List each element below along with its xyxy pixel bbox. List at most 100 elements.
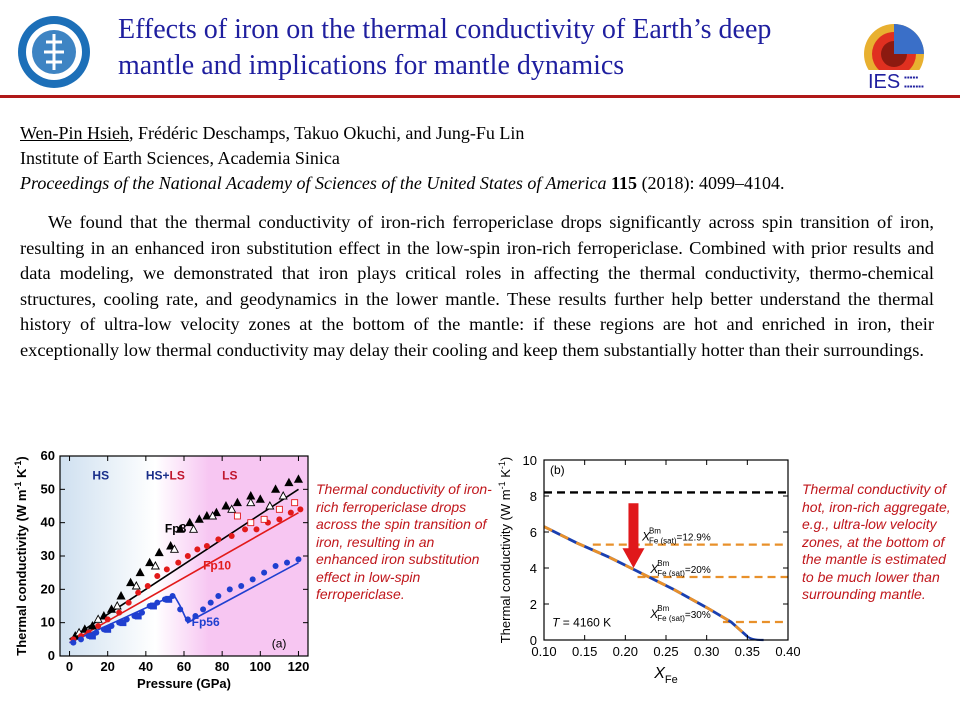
data-point bbox=[188, 524, 199, 533]
data-point bbox=[226, 586, 233, 593]
level-label-x: X bbox=[649, 562, 659, 576]
y-axis-label-mid: K bbox=[498, 469, 513, 482]
x-tick-label: 100 bbox=[249, 659, 271, 674]
data-point bbox=[192, 613, 199, 619]
data-point bbox=[126, 577, 136, 587]
data-point bbox=[104, 616, 111, 623]
svg-text:▪▪▪▪▪▪▪: ▪▪▪▪▪▪▪ bbox=[904, 82, 924, 91]
data-point bbox=[249, 576, 256, 583]
level-label-sup: Bm bbox=[649, 527, 661, 536]
y-axis-label-end: ) bbox=[498, 457, 513, 461]
ls-region bbox=[155, 456, 308, 656]
data-point bbox=[207, 599, 214, 606]
first-author[interactable]: Wen-Pin Hsieh bbox=[20, 123, 130, 143]
academia-sinica-logo bbox=[16, 14, 92, 90]
y-tick-label: 20 bbox=[41, 581, 55, 596]
x-tick-label: 80 bbox=[215, 659, 229, 674]
x-tick-label: 120 bbox=[288, 659, 310, 674]
journal-name: Proceedings of the National Academy of S… bbox=[20, 173, 607, 193]
data-point bbox=[150, 561, 160, 570]
data-point bbox=[215, 536, 222, 543]
level-label-sup: Bm bbox=[657, 604, 669, 613]
saturation-level-label: XBm Fe (sat)=20% bbox=[649, 559, 711, 578]
data-point bbox=[202, 511, 212, 520]
y-axis-label-base: Thermal conductivity (W m bbox=[14, 490, 29, 656]
data-point bbox=[227, 504, 237, 513]
y-axis-label: Thermal conductivity (W m-1 K-1) bbox=[497, 457, 513, 644]
data-point bbox=[203, 543, 210, 549]
data-point bbox=[246, 497, 256, 507]
institute: Institute of Earth Sciences, Academia Si… bbox=[20, 148, 340, 168]
figure-b-caption: Thermal conductivity of hot, iron-rich a… bbox=[802, 481, 951, 602]
title-divider bbox=[0, 95, 960, 98]
x-axis-label-x: X bbox=[653, 665, 666, 682]
level-label-value: =30% bbox=[685, 610, 711, 621]
data-point bbox=[70, 639, 77, 646]
plot-frame bbox=[543, 459, 789, 641]
data-point bbox=[112, 601, 122, 610]
y-tick-label: 10 bbox=[41, 615, 55, 630]
data-point bbox=[221, 501, 231, 510]
data-point bbox=[297, 506, 304, 513]
level-label-x: X bbox=[641, 530, 651, 544]
data-point bbox=[295, 556, 302, 563]
x-tick-label: 0.30 bbox=[694, 644, 719, 659]
temperature-value: = 4160 K bbox=[559, 616, 611, 630]
y-tick-label: 2 bbox=[530, 597, 537, 612]
hs-region bbox=[60, 456, 156, 656]
level-label-sub: Fe (sat) bbox=[657, 569, 685, 578]
x-axis-label: XFe bbox=[653, 665, 678, 686]
x-tick-label: 60 bbox=[177, 659, 191, 674]
data-point bbox=[88, 632, 96, 640]
data-point bbox=[194, 546, 201, 553]
level-label-value: =12.9% bbox=[677, 533, 711, 544]
citation-pages: (2018): 4099–4104. bbox=[637, 173, 785, 193]
data-point bbox=[116, 609, 123, 616]
x-tick-label: 0 bbox=[66, 659, 73, 674]
data-point bbox=[165, 595, 173, 603]
x-tick-label: 40 bbox=[139, 659, 153, 674]
level-label-sub: Fe (sat) bbox=[649, 537, 677, 546]
data-point bbox=[104, 625, 112, 633]
figure-a-caption: Thermal conductivity of iron-rich ferrop… bbox=[316, 481, 492, 602]
x-tick-label: 0.10 bbox=[531, 644, 556, 659]
ies-logo-text: IES bbox=[868, 71, 900, 92]
spin-transition-arrow bbox=[622, 503, 645, 568]
data-point bbox=[287, 509, 294, 516]
data-point bbox=[119, 619, 127, 627]
level-label-value: =20% bbox=[685, 565, 711, 576]
co-authors: , Frédéric Deschamps, Takuo Okuchi, and … bbox=[129, 123, 525, 143]
data-point bbox=[208, 511, 218, 520]
data-point bbox=[185, 517, 195, 527]
page-title: Effects of iron on the thermal conductiv… bbox=[118, 14, 772, 81]
series-label-fp10: Fp10 bbox=[203, 558, 231, 572]
y-tick-label: 60 bbox=[41, 448, 55, 463]
data-point bbox=[284, 477, 294, 487]
data-point bbox=[261, 569, 268, 576]
level-label-x: X bbox=[649, 607, 659, 621]
series-label-fp56: Fp56 bbox=[192, 615, 220, 629]
data-point bbox=[163, 566, 170, 573]
y-tick-label: 10 bbox=[523, 453, 537, 468]
y-tick-label: 30 bbox=[41, 548, 55, 563]
y-axis-label-mid: K bbox=[14, 468, 29, 482]
y-tick-label: 0 bbox=[48, 648, 55, 663]
level-label-sup: Bm bbox=[657, 559, 669, 568]
data-point bbox=[253, 526, 260, 533]
data-point bbox=[145, 557, 155, 567]
data-point bbox=[150, 602, 157, 610]
data-point bbox=[271, 484, 281, 493]
data-point bbox=[175, 559, 182, 566]
y-axis-label-end: ) bbox=[14, 456, 29, 460]
series-label-fp8: Fp8 bbox=[165, 522, 187, 536]
y-axis-label: Thermal conductivity (W m-1 K-1) bbox=[13, 456, 29, 656]
author-list: Wen-Pin Hsieh, Frédéric Deschamps, Takuo… bbox=[20, 121, 524, 146]
data-point bbox=[87, 621, 97, 630]
data-point bbox=[177, 606, 184, 613]
level-label-sub: Fe (sat) bbox=[657, 614, 685, 623]
x-tick-label: 0.15 bbox=[572, 644, 597, 659]
data-point bbox=[166, 541, 176, 550]
data-point bbox=[265, 501, 275, 510]
data-point bbox=[275, 505, 283, 513]
